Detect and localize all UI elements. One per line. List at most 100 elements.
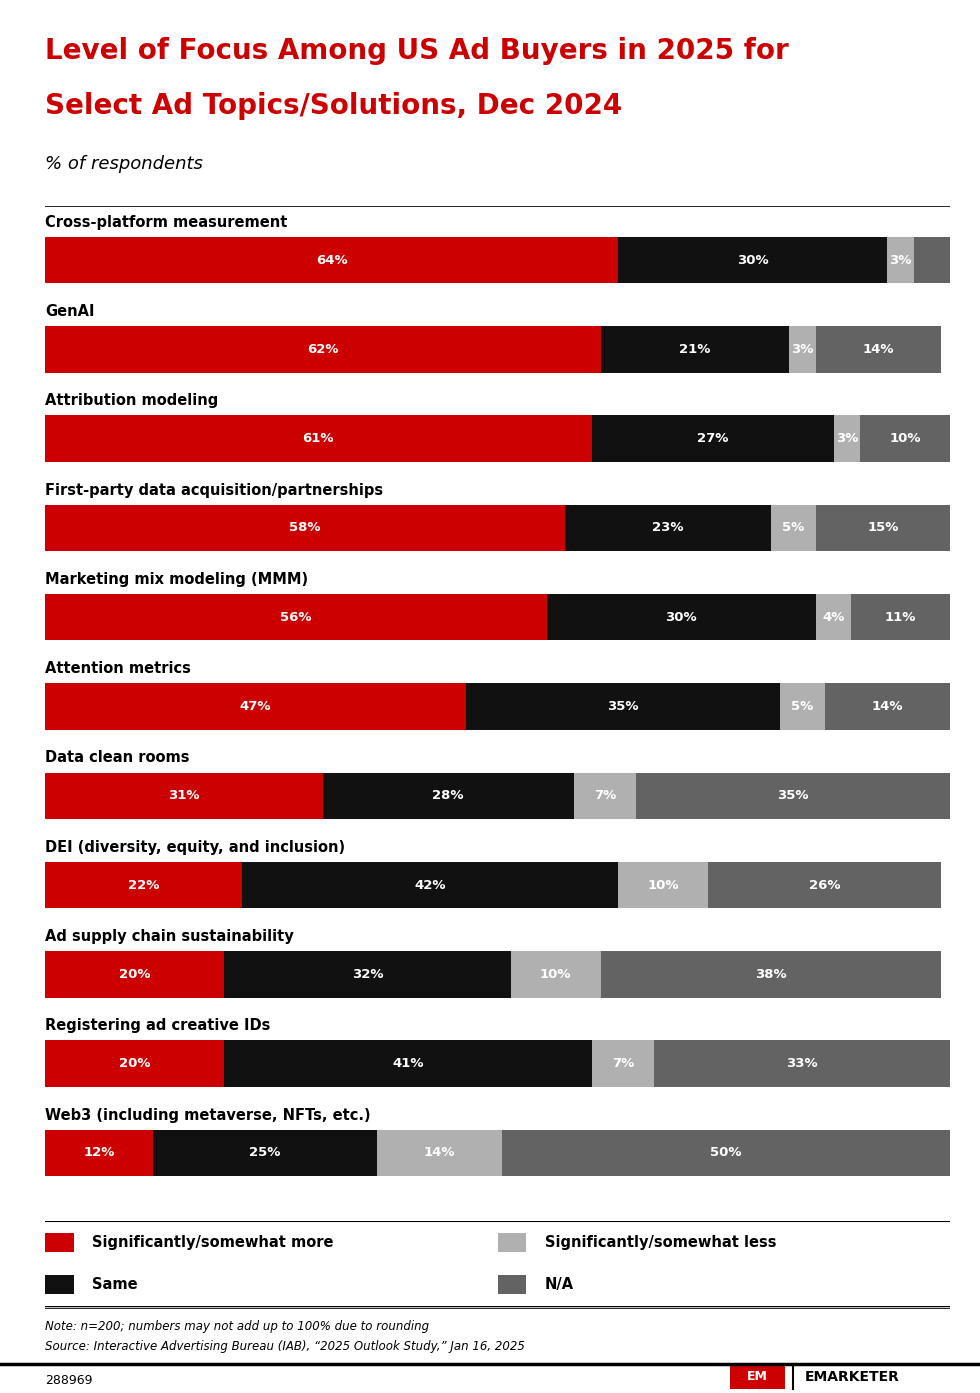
- Bar: [789, 326, 815, 372]
- Text: 61%: 61%: [303, 432, 334, 446]
- Text: 64%: 64%: [316, 254, 348, 266]
- Text: 7%: 7%: [594, 790, 616, 802]
- Bar: [655, 1041, 950, 1087]
- Text: 10%: 10%: [890, 432, 921, 446]
- Bar: [224, 1041, 592, 1087]
- Text: 28%: 28%: [432, 790, 464, 802]
- Bar: [153, 1130, 376, 1176]
- Bar: [45, 684, 466, 730]
- Text: 21%: 21%: [679, 343, 710, 355]
- Bar: [815, 593, 852, 641]
- Text: 12%: 12%: [83, 1146, 115, 1159]
- Text: 3%: 3%: [836, 432, 858, 446]
- Text: 10%: 10%: [648, 879, 679, 892]
- Text: 35%: 35%: [777, 790, 808, 802]
- Bar: [636, 773, 950, 819]
- Bar: [242, 862, 618, 908]
- Text: Registering ad creative IDs: Registering ad creative IDs: [45, 1018, 270, 1034]
- Text: Select Ad Topics/Solutions, Dec 2024: Select Ad Topics/Solutions, Dec 2024: [45, 92, 622, 120]
- Text: 3%: 3%: [890, 254, 912, 266]
- Text: 35%: 35%: [608, 701, 639, 713]
- Text: 7%: 7%: [612, 1057, 634, 1070]
- Bar: [815, 326, 941, 372]
- Bar: [780, 684, 824, 730]
- Text: 33%: 33%: [786, 1057, 818, 1070]
- Bar: [45, 415, 592, 462]
- Text: 32%: 32%: [352, 968, 383, 981]
- Text: Source: Interactive Advertising Bureau (IAB), “2025 Outlook Study,” Jan 16, 2025: Source: Interactive Advertising Bureau (…: [45, 1340, 525, 1353]
- Text: Attention metrics: Attention metrics: [45, 662, 191, 676]
- Text: Ad supply chain sustainability: Ad supply chain sustainability: [45, 929, 294, 944]
- Bar: [771, 504, 815, 552]
- Text: Cross-platform measurement: Cross-platform measurement: [45, 215, 287, 230]
- Bar: [618, 862, 709, 908]
- Text: 4%: 4%: [822, 610, 845, 624]
- Text: Attribution modeling: Attribution modeling: [45, 393, 219, 408]
- Text: 58%: 58%: [289, 521, 320, 535]
- Text: 3%: 3%: [791, 343, 813, 355]
- Text: 288969: 288969: [45, 1373, 92, 1386]
- Text: N/A: N/A: [545, 1277, 573, 1293]
- Text: 23%: 23%: [652, 521, 683, 535]
- Text: 56%: 56%: [280, 610, 312, 624]
- Text: 42%: 42%: [415, 879, 446, 892]
- Text: Data clean rooms: Data clean rooms: [45, 751, 189, 765]
- Text: 11%: 11%: [885, 610, 916, 624]
- Bar: [322, 773, 573, 819]
- Text: Marketing mix modeling (MMM): Marketing mix modeling (MMM): [45, 573, 308, 586]
- Text: 41%: 41%: [392, 1057, 423, 1070]
- Bar: [887, 237, 914, 283]
- Text: 62%: 62%: [307, 343, 338, 355]
- Bar: [824, 684, 950, 730]
- Text: 14%: 14%: [862, 343, 894, 355]
- Text: 5%: 5%: [791, 701, 813, 713]
- Bar: [601, 951, 941, 997]
- Bar: [914, 237, 950, 283]
- Bar: [834, 415, 860, 462]
- Text: 22%: 22%: [127, 879, 160, 892]
- Bar: [45, 1233, 74, 1251]
- Text: 10%: 10%: [540, 968, 571, 981]
- Text: Significantly/somewhat more: Significantly/somewhat more: [92, 1234, 333, 1250]
- Bar: [564, 504, 771, 552]
- Bar: [45, 1130, 153, 1176]
- Text: 38%: 38%: [755, 968, 787, 981]
- Bar: [815, 504, 950, 552]
- Text: EMARKETER: EMARKETER: [805, 1369, 900, 1385]
- Text: 5%: 5%: [782, 521, 805, 535]
- Bar: [45, 237, 618, 283]
- Text: 30%: 30%: [665, 610, 697, 624]
- Text: 27%: 27%: [697, 432, 728, 446]
- Text: Note: n=200; numbers may not add up to 100% due to rounding: Note: n=200; numbers may not add up to 1…: [45, 1319, 429, 1333]
- Text: 14%: 14%: [423, 1146, 455, 1159]
- Text: 25%: 25%: [249, 1146, 280, 1159]
- Text: 26%: 26%: [808, 879, 840, 892]
- Text: Level of Focus Among US Ad Buyers in 2025 for: Level of Focus Among US Ad Buyers in 202…: [45, 36, 789, 65]
- Bar: [45, 504, 564, 552]
- Text: First-party data acquisition/partnerships: First-party data acquisition/partnership…: [45, 482, 383, 497]
- Text: 15%: 15%: [867, 521, 899, 535]
- Bar: [502, 1130, 950, 1176]
- Bar: [498, 1233, 526, 1251]
- Bar: [601, 326, 789, 372]
- Text: DEI (diversity, equity, and inclusion): DEI (diversity, equity, and inclusion): [45, 840, 345, 855]
- Text: Same: Same: [92, 1277, 137, 1293]
- Bar: [376, 1130, 502, 1176]
- Text: 31%: 31%: [169, 790, 200, 802]
- Bar: [45, 593, 547, 641]
- Bar: [45, 862, 242, 908]
- Text: 14%: 14%: [871, 701, 903, 713]
- Bar: [592, 415, 834, 462]
- Bar: [860, 415, 950, 462]
- Text: 30%: 30%: [737, 254, 768, 266]
- Bar: [466, 684, 780, 730]
- Bar: [498, 1276, 526, 1294]
- Text: GenAI: GenAI: [45, 304, 94, 319]
- Text: 20%: 20%: [119, 968, 150, 981]
- Bar: [547, 593, 815, 641]
- Bar: [592, 1041, 655, 1087]
- Bar: [45, 951, 224, 997]
- Bar: [709, 862, 941, 908]
- Bar: [852, 593, 950, 641]
- Bar: [730, 1365, 785, 1389]
